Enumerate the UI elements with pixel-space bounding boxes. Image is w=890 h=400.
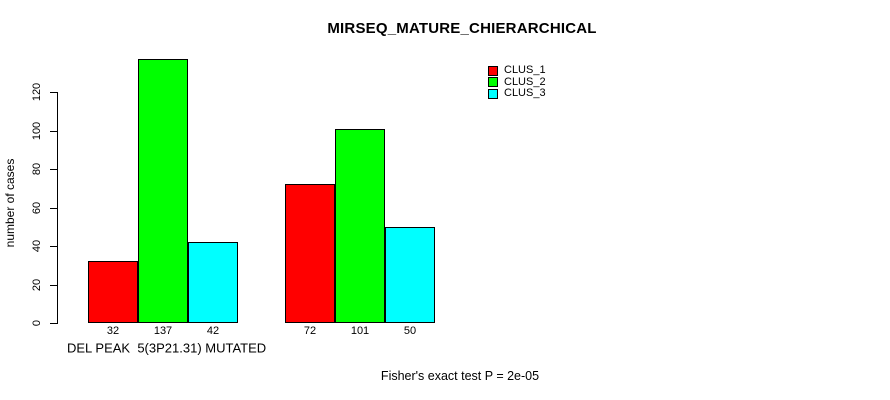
bar	[385, 226, 435, 323]
bar-value-label: 50	[403, 325, 417, 337]
legend-swatch	[488, 77, 498, 88]
bar	[285, 184, 335, 323]
legend-label: CLUS_2	[504, 75, 546, 88]
y-tick	[50, 246, 57, 247]
y-tick	[50, 130, 57, 132]
bar-value-label: 101	[350, 325, 370, 337]
y-axis-label: number of cases	[3, 158, 17, 248]
bar-value-label: 42	[206, 325, 220, 337]
legend-item: CLUS_2	[488, 75, 546, 89]
y-tick-label: 120	[31, 82, 43, 102]
bar-value-label: 72	[303, 325, 317, 337]
y-tick-label: 0	[31, 319, 43, 327]
chart-title: MIRSEQ_MATURE_CHIERARCHICAL	[327, 20, 597, 37]
y-tick	[50, 207, 57, 209]
y-tick-label: 100	[31, 121, 43, 140]
y-tick-label: 20	[31, 278, 43, 291]
y-axis-line	[57, 92, 58, 324]
bar	[188, 242, 238, 323]
bar-value-label: 137	[153, 325, 173, 337]
legend-item: CLUS_1	[488, 65, 546, 77]
legend-item: CLUS_3	[488, 88, 546, 100]
legend-swatch	[488, 65, 498, 76]
y-tick-label: 60	[31, 201, 43, 214]
legend: CLUS_1 CLUS_2 CLUS_3	[488, 65, 546, 100]
y-tick	[50, 323, 57, 324]
legend-label: CLUS_1	[504, 64, 546, 77]
y-tick	[50, 92, 57, 93]
y-tick	[50, 284, 57, 286]
legend-swatch	[488, 88, 498, 99]
y-tick	[50, 169, 57, 170]
bar	[138, 59, 188, 323]
bar-value-label: 32	[106, 325, 120, 337]
bar	[88, 261, 138, 323]
legend-label: CLUS_3	[504, 87, 546, 100]
stat-annotation: Fisher's exact test P = 2e-05	[380, 369, 540, 383]
y-tick-label: 80	[31, 162, 43, 176]
bar	[335, 128, 385, 323]
y-tick-label: 40	[31, 239, 43, 253]
x-axis-label: DEL PEAK 5(3P21.31) MUTATED	[67, 340, 267, 356]
